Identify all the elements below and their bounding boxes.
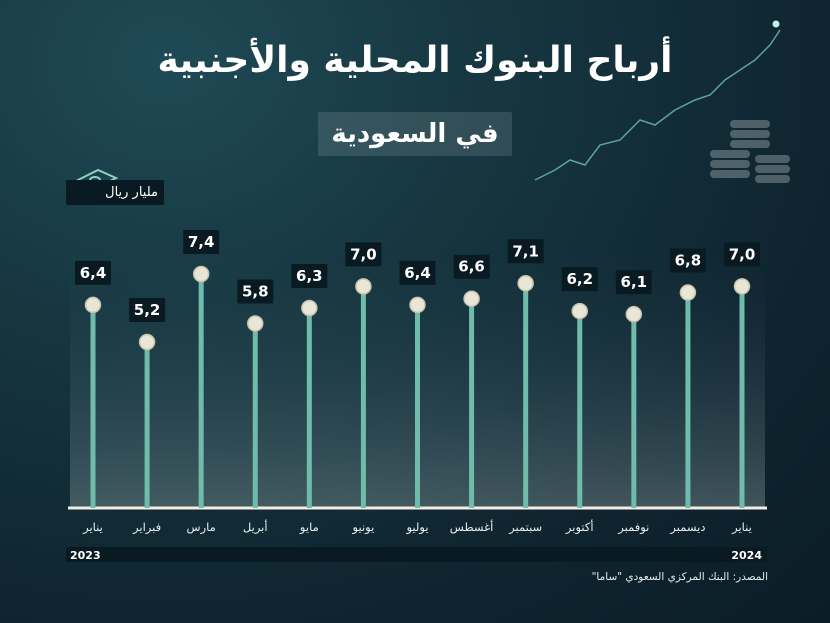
value-label-bg-9 bbox=[561, 267, 598, 292]
value-label-6: 6,4 bbox=[404, 264, 431, 282]
data-point-9 bbox=[571, 302, 588, 320]
value-label-bg-2 bbox=[183, 230, 220, 254]
data-point-5 bbox=[355, 278, 372, 295]
data-point-1 bbox=[138, 333, 156, 351]
unit-label: مليار ريال bbox=[66, 180, 164, 205]
x-tick-label-10: نوفمبر bbox=[617, 520, 649, 535]
page-subtitle: في السعودية bbox=[331, 119, 499, 149]
x-tick-label-1: فبراير bbox=[132, 520, 161, 535]
x-tick-label-12: يناير bbox=[731, 520, 752, 535]
x-tick-label-4: مايو bbox=[299, 520, 319, 535]
value-label-3: 5,8 bbox=[242, 282, 269, 300]
data-point-0 bbox=[84, 296, 102, 314]
data-point-4 bbox=[301, 299, 318, 317]
value-label-2: 7,4 bbox=[188, 233, 215, 251]
data-point-7 bbox=[463, 290, 480, 307]
value-label-bg-7 bbox=[453, 254, 490, 279]
value-label-12: 7,0 bbox=[729, 245, 756, 263]
value-label-bg-12 bbox=[724, 242, 760, 267]
value-label-7: 6,6 bbox=[458, 258, 485, 276]
x-tick-label-5: يونيو bbox=[352, 520, 375, 535]
x-tick-label-8: سبتمبر bbox=[508, 520, 542, 535]
value-label-0: 6,4 bbox=[80, 264, 107, 282]
value-label-bg-0 bbox=[75, 260, 111, 285]
value-label-5: 7,0 bbox=[350, 245, 377, 263]
x-tick-label-11: ديسمبر bbox=[669, 520, 705, 535]
x-tick-label-2: مارس bbox=[187, 520, 216, 535]
year-bar bbox=[66, 547, 767, 562]
x-tick-label-7: أغسطس bbox=[450, 519, 494, 535]
value-label-bg-3 bbox=[237, 279, 274, 304]
data-point-12 bbox=[733, 278, 751, 295]
value-label-bg-1 bbox=[129, 298, 166, 322]
data-point-6 bbox=[409, 296, 426, 314]
page-title: أرباح البنوك المحلية والأجنبية bbox=[157, 40, 673, 81]
data-point-8 bbox=[517, 275, 534, 292]
value-label-bg-6 bbox=[399, 260, 436, 285]
value-label-8: 7,1 bbox=[512, 242, 539, 260]
year-label-2023: 2023 bbox=[70, 549, 101, 562]
data-point-3 bbox=[247, 315, 264, 332]
value-label-4: 6,3 bbox=[296, 267, 323, 285]
data-point-11 bbox=[679, 284, 697, 301]
value-label-11: 6,8 bbox=[675, 252, 702, 270]
data-point-10 bbox=[625, 305, 643, 323]
year-label-2024: 2024 bbox=[731, 549, 762, 562]
x-tick-label-6: يوليو bbox=[405, 520, 428, 535]
value-label-10: 6,1 bbox=[621, 273, 648, 291]
value-label-bg-5 bbox=[345, 242, 382, 267]
x-tick-label-3: أبريل bbox=[243, 519, 268, 535]
value-label-bg-8 bbox=[507, 239, 544, 264]
rising-chart-coins-icon bbox=[534, 20, 790, 183]
x-tick-label-9: أكتوبر bbox=[565, 519, 594, 535]
data-point-2 bbox=[192, 265, 210, 283]
source-note: المصدر: البنك المركزي السعودي "ساما" bbox=[591, 571, 768, 583]
value-label-9: 6,2 bbox=[566, 270, 593, 288]
value-label-bg-11 bbox=[669, 248, 706, 273]
value-label-bg-10 bbox=[615, 270, 652, 295]
subtitle-background bbox=[318, 112, 512, 156]
value-label-bg-4 bbox=[291, 264, 328, 288]
value-label-1: 5,2 bbox=[134, 301, 161, 319]
x-tick-label-0: يناير bbox=[82, 520, 103, 535]
